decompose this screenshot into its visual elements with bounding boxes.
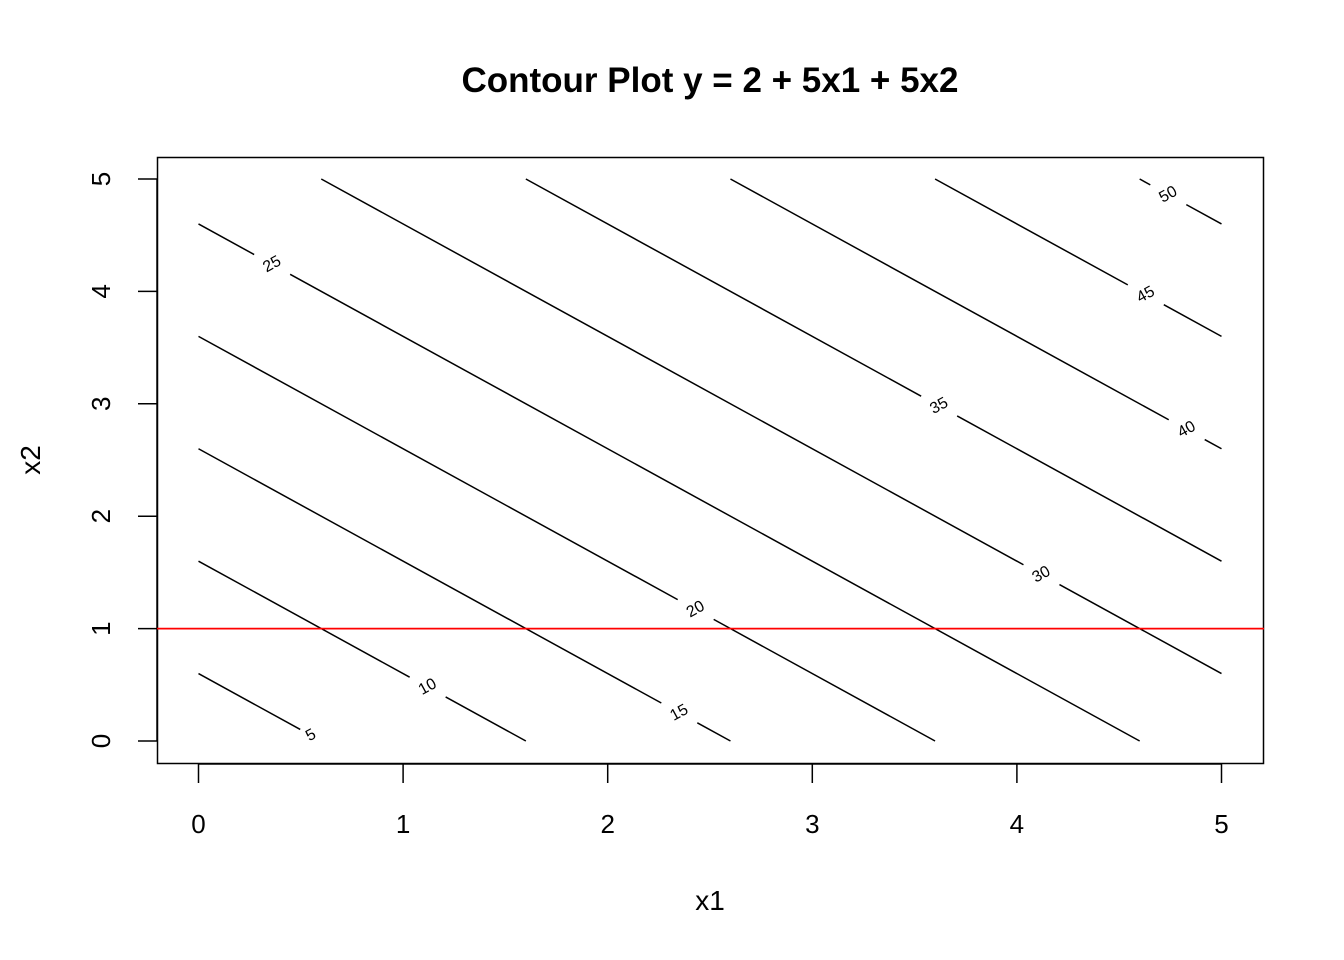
contour-label: 5: [303, 726, 319, 745]
plot-area-border: [156, 156, 1265, 765]
contour-line-segment: [320, 178, 1024, 566]
y-tick-label: 0: [86, 734, 116, 748]
contour-40: 40: [730, 178, 1222, 450]
chart-title: Contour Plot y = 2 + 5x1 + 5x2: [461, 61, 958, 100]
contour-35: 35: [525, 178, 1222, 562]
contour-label: 20: [684, 598, 708, 622]
contour-label: 50: [1156, 183, 1180, 207]
contour-label: 10: [416, 675, 440, 699]
x-tick-label: 3: [805, 809, 819, 839]
contour-45: 45: [934, 178, 1222, 338]
contour-25: 25: [198, 223, 1141, 742]
contour-line-segment: [934, 178, 1129, 286]
contour-line-segment: [696, 722, 731, 742]
contour-line-segment: [1185, 203, 1222, 225]
contour-label: 40: [1175, 418, 1199, 442]
contour-line-segment: [525, 178, 922, 397]
y-tick-label: 2: [86, 509, 116, 523]
y-axis-label: x2: [15, 445, 46, 475]
x-tick-label: 4: [1010, 809, 1024, 839]
contour-line-segment: [1139, 178, 1151, 186]
contour-label: 30: [1030, 563, 1054, 587]
x-tick-label: 1: [396, 809, 410, 839]
contour-line-segment: [198, 223, 255, 256]
contour-10: 10: [198, 560, 527, 742]
contour-line-segment: [289, 273, 1141, 742]
contour-15: 15: [198, 448, 731, 742]
contour-20: 20: [198, 335, 936, 742]
x-axis-label: x1: [695, 885, 725, 916]
contour-5: 5: [198, 672, 319, 745]
contour-label: 45: [1134, 283, 1158, 307]
contour-line-segment: [445, 696, 527, 742]
contour-label: 15: [667, 701, 691, 725]
contour-label: 35: [927, 394, 951, 418]
x-tick-label: 2: [600, 809, 614, 839]
contour-line-segment: [730, 178, 1170, 421]
contour-label: 25: [260, 253, 284, 277]
contour-line-segment: [956, 415, 1222, 562]
contour-line-segment: [198, 335, 679, 601]
contour-30: 30: [320, 178, 1222, 675]
x-axis: 0 1 2 3 4 5: [191, 763, 1229, 839]
y-tick-label: 5: [86, 172, 116, 186]
contour-lines: 5 10 15 20 25 30 35 40 45 50: [198, 178, 1222, 745]
contour-line-segment: [1163, 304, 1222, 338]
contour-50: 50: [1139, 178, 1222, 225]
x-tick-label: 5: [1214, 809, 1228, 839]
x-tick-label: 0: [191, 809, 205, 839]
contour-line-segment: [198, 560, 411, 678]
y-tick-label: 4: [86, 284, 116, 298]
contour-line-segment: [1204, 438, 1222, 450]
y-tick-label: 1: [86, 621, 116, 635]
contour-line-segment: [198, 448, 662, 704]
contour-line-segment: [713, 618, 936, 742]
y-tick-label: 3: [86, 397, 116, 411]
contour-line-segment: [198, 672, 301, 731]
y-axis: 0 1 2 3 4 5: [86, 172, 158, 748]
